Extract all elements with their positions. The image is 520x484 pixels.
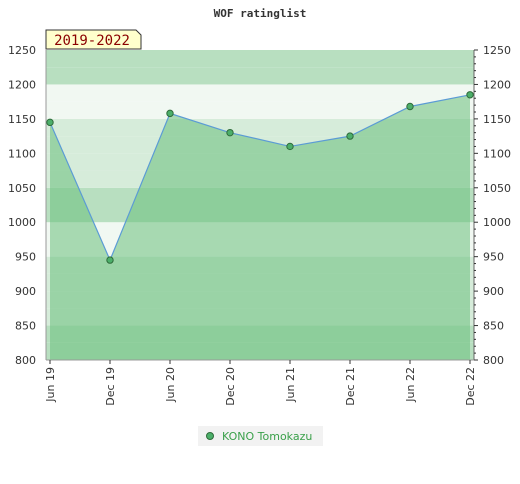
data-point[interactable] [166, 109, 174, 118]
x-tick-label: Jun 22 [404, 367, 417, 403]
series-area [50, 94, 470, 361]
data-points [46, 91, 474, 264]
x-tick-label: Dec 21 [344, 367, 357, 406]
legend-series-label[interactable]: KONO Tomokazu [222, 430, 312, 443]
y-tick-label-left: 1100 [8, 147, 36, 160]
period-badge-label: 2019-2022 [54, 33, 130, 49]
y-tick-label-left: 1200 [8, 78, 36, 91]
y-tick-label-left: 1250 [8, 44, 36, 57]
y-tick-label-right: 1150 [483, 113, 511, 126]
x-tick-label: Dec 20 [224, 367, 237, 406]
y-tick-label-left: 900 [15, 285, 36, 298]
legend[interactable]: KONO Tomokazu [198, 426, 323, 446]
y-tick-label-left: 1050 [8, 182, 36, 195]
band [46, 101, 474, 119]
legend-box [198, 426, 323, 446]
band [46, 67, 474, 85]
y-tick-label-left: 950 [15, 251, 36, 264]
y-axis-right: 800 850 900 950 1000 1050 1100 1150 1200 1250 [474, 44, 511, 367]
data-point[interactable] [46, 118, 54, 127]
y-tick-label-right: 950 [483, 251, 504, 264]
x-tick-label: Dec 22 [464, 367, 477, 406]
axes [45, 50, 475, 361]
period-badge-box [45, 29, 142, 50]
y-tick-label-right: 900 [483, 285, 504, 298]
series-line [49, 94, 471, 262]
y-tick-label-right: 800 [483, 354, 504, 367]
x-tick-label: Jun 20 [164, 367, 177, 403]
y-tick-label-right: 1100 [483, 147, 511, 160]
x-tick-label: Dec 19 [104, 367, 117, 406]
area-layer [49, 94, 471, 361]
y-tick-label-right: 1200 [483, 78, 511, 91]
y-tick-label-left: 850 [15, 320, 36, 333]
band [46, 50, 474, 68]
data-point[interactable] [406, 102, 414, 111]
data-point[interactable] [466, 91, 474, 99]
legend-marker-icon [206, 432, 214, 440]
y-tick-label-left: 800 [15, 354, 36, 367]
x-tick-label: Jun 21 [284, 367, 297, 403]
data-point[interactable] [106, 256, 114, 264]
y-tick-label-right: 850 [483, 320, 504, 333]
period-badge: 2019-2022 [45, 29, 142, 50]
x-tick-label: Jun 19 [44, 367, 57, 403]
y-tick-label-left: 1150 [8, 113, 36, 126]
data-point[interactable] [346, 132, 354, 140]
band [46, 84, 474, 102]
data-point[interactable] [286, 142, 294, 151]
y-tick-label-right: 1000 [483, 216, 511, 229]
chart-title: WOF ratinglist [214, 7, 307, 20]
y-axis-left: 800 850 900 950 1000 1050 1100 1150 1200 1250 [8, 44, 36, 367]
x-axis-labels: Jun 19 Dec 19 Jun 20 Dec 20 Jun 21 Dec 21 Jun … [44, 360, 477, 406]
y-tick-label-left: 1000 [8, 216, 36, 229]
y-tick-label-right: 1050 [483, 182, 511, 195]
data-point[interactable] [226, 128, 234, 137]
y-tick-label-right: 1250 [483, 44, 511, 57]
